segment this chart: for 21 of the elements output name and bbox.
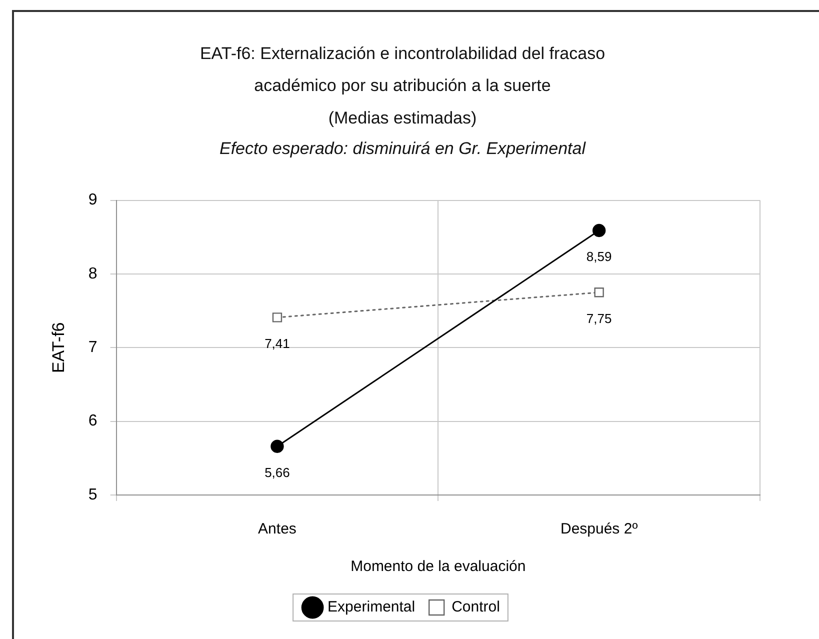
y-axis-title: EAT-f6 [48,322,68,373]
y-tick-label: 6 [88,412,98,430]
point [592,224,606,238]
x-tick-label: Antes [258,520,296,538]
point [594,288,604,298]
point [272,312,282,322]
y-tick-label: 7 [88,339,98,356]
x-axis-title: Momento de la evaluación [350,558,526,576]
x-tick-label: Después 2º [560,520,638,538]
data-label: 7,75 [586,310,612,326]
data-label: 8,59 [586,249,612,264]
chart-title: EAT-f6: Externalización e incontrolabilidad del fracaso académico por su atribución a la suerte (Medias estimadas) [200,44,606,128]
point [270,440,284,453]
legend-label: Control [452,598,500,616]
data-label: 7,41 [264,336,290,352]
data-label: 5,66 [264,464,290,480]
legend-label: Experimental [328,598,416,616]
y-tick-label: 9 [88,192,98,209]
chart-subtitle: Efecto esperado: disminuirá en Gr. Experimental [220,138,587,158]
y-tick-label: 8 [88,265,98,282]
y-tick-label: 5 [88,486,98,504]
